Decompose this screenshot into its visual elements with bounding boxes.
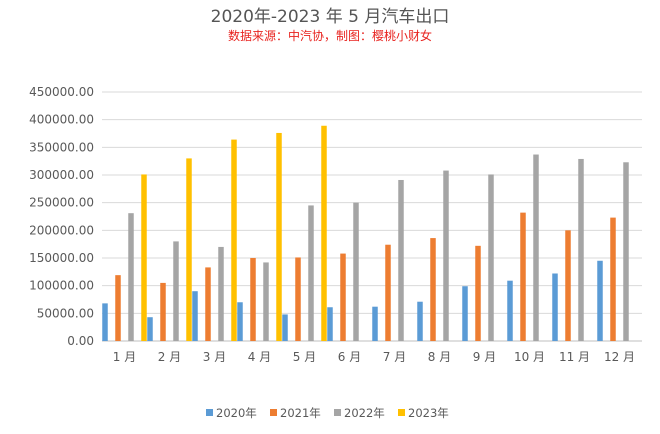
bar-2020年-11 月: [552, 273, 558, 341]
bar-2021年-8 月: [430, 238, 436, 341]
bar-2020年-9 月: [462, 286, 468, 341]
legend-swatch: [206, 409, 213, 416]
bar-2022年-2 月: [173, 241, 179, 341]
x-tick-label: 3 月: [203, 350, 226, 364]
x-axis-ticks: 1 月 2 月 3 月 4 月 5 月 6 月 7 月 8 月 9 月 10 月 11 月 12 月: [113, 350, 635, 364]
legend-label: 2020年: [216, 406, 257, 420]
x-tick-label: 9 月: [473, 350, 496, 364]
bar-2022年-8 月: [443, 170, 449, 341]
bar-2021年-12 月: [610, 217, 616, 341]
bar-2021年-5 月: [295, 257, 301, 341]
y-tick-label: 150000.00: [29, 251, 94, 265]
bar-2022年-11 月: [578, 158, 584, 341]
x-tick-label: 6 月: [338, 350, 361, 364]
bar-2020年-8 月: [417, 301, 423, 341]
bar-2020年-5 月: [282, 314, 288, 341]
bar-2020年-10 月: [507, 280, 513, 341]
bar-2022年-12 月: [623, 162, 629, 341]
bar-2020年-6 月: [327, 307, 333, 341]
bar-2021年-2 月: [160, 282, 166, 341]
x-tick-label: 2 月: [158, 350, 181, 364]
bar-2022年-10 月: [533, 154, 539, 341]
bar-2020年-2 月: [147, 317, 153, 341]
y-tick-label: 200000.00: [29, 223, 94, 237]
bar-2020年-12 月: [597, 260, 603, 341]
bar-2021年-1 月: [115, 275, 121, 341]
legend-swatch: [398, 409, 405, 416]
legend-label: 2022年: [344, 406, 385, 420]
bar-2022年-6 月: [353, 202, 359, 341]
gridlines: [102, 91, 642, 342]
bar-2021年-11 月: [565, 230, 571, 341]
bar-2022年-5 月: [308, 205, 314, 341]
x-tick-label: 5 月: [293, 350, 316, 364]
bar-2023年-1 月: [141, 174, 147, 341]
legend-swatch: [270, 409, 277, 416]
bar-2020年-3 月: [192, 291, 198, 341]
chart-subtitle: 数据来源：中汽协，制图：樱桃小财女: [228, 28, 432, 43]
bar-2021年-4 月: [250, 258, 256, 341]
bar-2023年-5 月: [321, 125, 327, 342]
bar-2023年-3 月: [231, 139, 237, 341]
x-tick-label: 1 月: [113, 350, 136, 364]
x-tick-label: 11 月: [559, 350, 590, 364]
chart-title: 2020年-2023 年 5 月汽车出口: [211, 7, 450, 27]
bar-2022年-9 月: [488, 174, 494, 341]
y-tick-label: 0.00: [67, 334, 94, 348]
bar-2022年-1 月: [128, 213, 134, 341]
y-tick-label: 300000.00: [29, 168, 94, 182]
bar-2020年-7 月: [372, 306, 378, 341]
bar-2022年-3 月: [218, 246, 224, 341]
bar-2022年-7 月: [398, 179, 404, 341]
bar-2021年-10 月: [520, 212, 526, 341]
legend: 2020年 2021年 2022年 2023年: [206, 406, 449, 420]
legend-label: 2023年: [408, 406, 449, 420]
x-tick-label: 8 月: [428, 350, 451, 364]
y-axis-ticks: 0.00 50000.00 100000.00 150000.00 200000.00 2…: [29, 85, 94, 348]
bar-2021年-7 月: [385, 244, 391, 341]
y-tick-label: 450000.00: [29, 85, 94, 99]
legend-swatch: [334, 409, 341, 416]
x-tick-label: 10 月: [514, 350, 545, 364]
bar-2022年-4 月: [263, 262, 269, 341]
bar-2020年-1 月: [102, 303, 108, 341]
y-tick-label: 400000.00: [29, 113, 94, 127]
y-tick-label: 50000.00: [37, 306, 94, 320]
x-tick-label: 12 月: [604, 350, 635, 364]
y-tick-label: 100000.00: [29, 279, 94, 293]
bar-2023年-4 月: [276, 132, 282, 341]
y-tick-label: 350000.00: [29, 140, 94, 154]
bar-2021年-6 月: [340, 253, 346, 341]
bar-2020年-4 月: [237, 302, 243, 341]
bars: [102, 125, 629, 342]
bar-2021年-9 月: [475, 245, 481, 341]
x-tick-label: 4 月: [248, 350, 271, 364]
bar-2023年-2 月: [186, 158, 192, 341]
x-tick-label: 7 月: [383, 350, 406, 364]
y-tick-label: 250000.00: [29, 196, 94, 210]
legend-label: 2021年: [280, 406, 321, 420]
bar-2021年-3 月: [205, 267, 211, 341]
